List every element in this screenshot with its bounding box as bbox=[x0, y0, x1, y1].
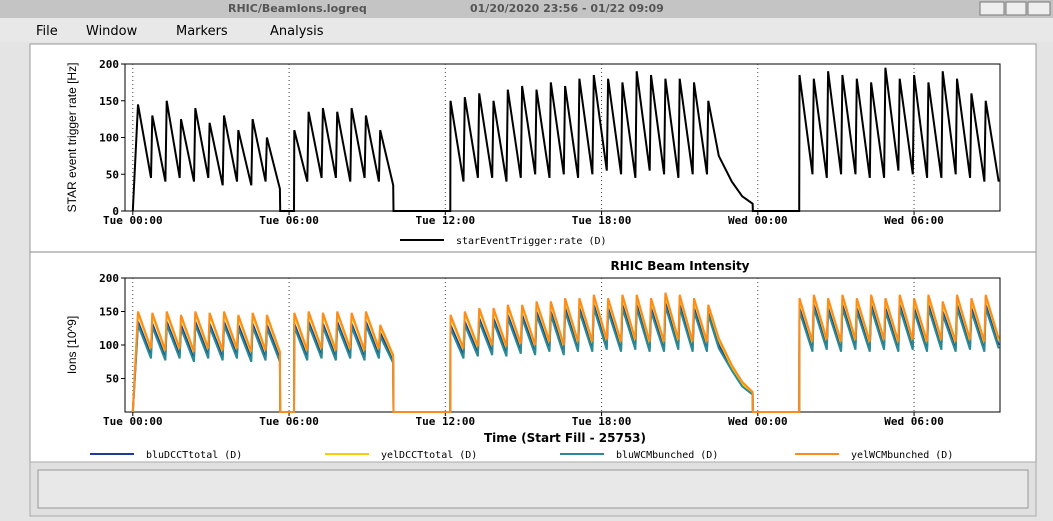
x-tick-label: Tue 00:00 bbox=[103, 415, 163, 428]
x-tick-label: Tue 18:00 bbox=[572, 214, 632, 227]
menu-item[interactable]: Markers bbox=[176, 24, 228, 39]
x-tick-label: Wed 06:00 bbox=[884, 214, 944, 227]
y-tick-label: 100 bbox=[99, 339, 119, 352]
x-tick-label: Wed 06:00 bbox=[884, 415, 944, 428]
y-tick-label: 50 bbox=[106, 168, 119, 181]
legend-label: bluDCCTtotal (D) bbox=[146, 450, 242, 461]
x-tick-label: Tue 06:00 bbox=[259, 214, 319, 227]
x-tick-label: Tue 00:00 bbox=[103, 214, 163, 227]
y-tick-label: 150 bbox=[99, 95, 119, 108]
y-tick-label: 200 bbox=[99, 272, 119, 285]
y-axis-label: STAR event trigger rate [Hz] bbox=[65, 63, 79, 213]
plot-panel bbox=[29, 43, 1037, 463]
x-tick-label: Wed 00:00 bbox=[728, 214, 788, 227]
x-tick-label: Wed 00:00 bbox=[728, 415, 788, 428]
close-button[interactable] bbox=[1027, 1, 1051, 16]
menu-item[interactable]: Analysis bbox=[270, 24, 324, 39]
y-axis-label: Ions [10^9] bbox=[65, 316, 79, 374]
y-tick-label: 0 bbox=[112, 205, 119, 218]
series-line bbox=[131, 67, 1000, 212]
menu-item[interactable]: File bbox=[36, 24, 58, 39]
menu-item[interactable]: Window bbox=[86, 24, 138, 39]
legend-label: yelDCCTtotal (D) bbox=[381, 450, 477, 461]
series-line bbox=[131, 292, 1000, 413]
title-bar bbox=[0, 0, 1053, 18]
legend-label: starEventTrigger:rate (D) bbox=[456, 236, 607, 247]
status-box bbox=[37, 469, 1029, 509]
maximize-button[interactable] bbox=[1005, 1, 1027, 16]
legend-label: bluWCMbunched (D) bbox=[616, 450, 718, 461]
chart-title: RHIC Beam Intensity bbox=[610, 259, 749, 273]
x-tick-label: Tue 12:00 bbox=[416, 415, 476, 428]
x-tick-label: Tue 12:00 bbox=[416, 214, 476, 227]
x-tick-label: Tue 06:00 bbox=[259, 415, 319, 428]
window-time-range: 01/20/2020 23:56 - 01/22 09:09 bbox=[470, 2, 664, 15]
window-title: RHIC/BeamIons.logreq bbox=[228, 2, 367, 15]
y-tick-label: 200 bbox=[99, 58, 119, 71]
x-tick-label: Tue 18:00 bbox=[572, 415, 632, 428]
minimize-button[interactable] bbox=[979, 1, 1005, 16]
menu-bar bbox=[0, 18, 1053, 42]
x-axis-label: Time (Start Fill - 25753) bbox=[484, 431, 646, 445]
y-tick-label: 150 bbox=[99, 306, 119, 319]
legend-label: yelWCMbunched (D) bbox=[851, 450, 953, 461]
y-tick-label: 100 bbox=[99, 132, 119, 145]
y-tick-label: 50 bbox=[106, 373, 119, 386]
